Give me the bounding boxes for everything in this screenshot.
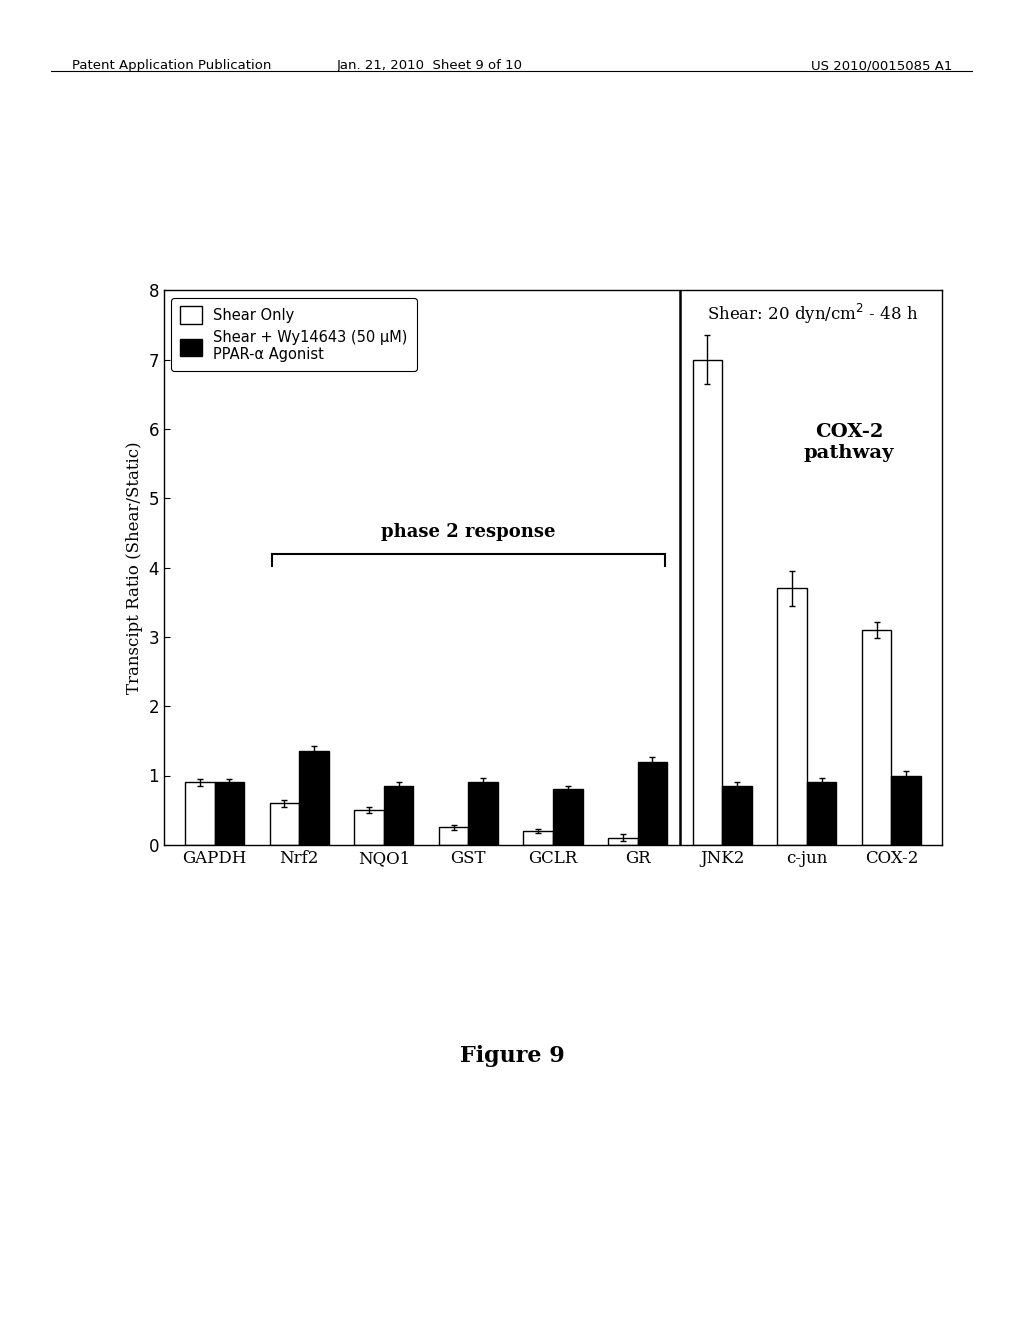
Bar: [438, 828, 468, 845]
Bar: [269, 803, 299, 845]
Bar: [807, 783, 837, 845]
Bar: [215, 783, 244, 845]
Text: phase 2 response: phase 2 response: [381, 523, 556, 541]
Text: Shear: 20 dyn/cm$^2$ - 48 h: Shear: 20 dyn/cm$^2$ - 48 h: [708, 301, 919, 326]
Bar: [692, 359, 722, 845]
Bar: [891, 776, 921, 845]
Bar: [862, 630, 891, 845]
Text: COX-2
pathway: COX-2 pathway: [804, 424, 894, 462]
Bar: [722, 785, 752, 845]
Bar: [638, 762, 668, 845]
Bar: [468, 783, 498, 845]
Text: Jan. 21, 2010  Sheet 9 of 10: Jan. 21, 2010 Sheet 9 of 10: [337, 59, 523, 73]
Y-axis label: Transcipt Ratio (Shear/Static): Transcipt Ratio (Shear/Static): [126, 441, 142, 694]
Text: Patent Application Publication: Patent Application Publication: [72, 59, 271, 73]
Bar: [553, 789, 583, 845]
Bar: [299, 751, 329, 845]
Text: Figure 9: Figure 9: [460, 1045, 564, 1067]
Bar: [354, 810, 384, 845]
Text: US 2010/0015085 A1: US 2010/0015085 A1: [811, 59, 952, 73]
Bar: [384, 785, 414, 845]
Bar: [185, 783, 215, 845]
Bar: [523, 832, 553, 845]
Legend: Shear Only, Shear + Wy14643 (50 μM)
PPAR-α Agonist: Shear Only, Shear + Wy14643 (50 μM) PPAR…: [171, 298, 417, 371]
Bar: [777, 589, 807, 845]
Bar: [608, 838, 638, 845]
